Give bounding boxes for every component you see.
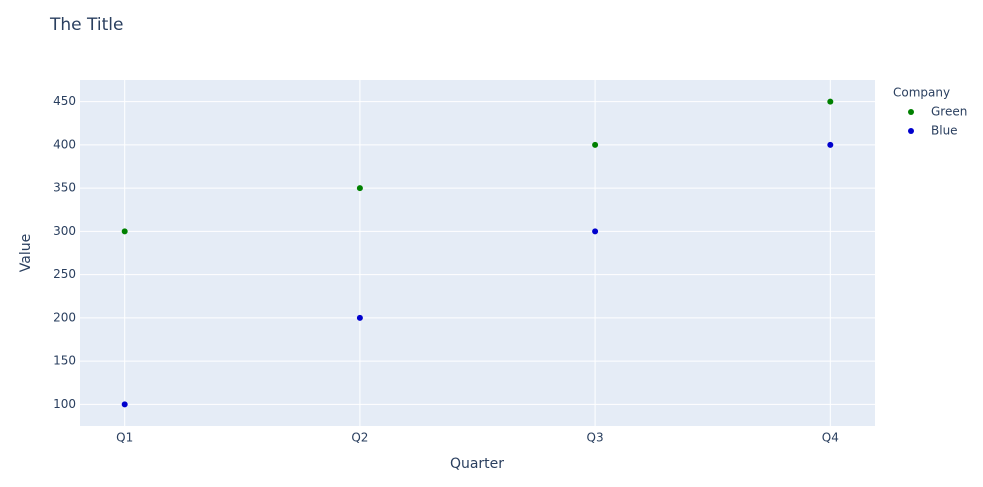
point [356, 185, 363, 192]
chart-title: The Title [49, 15, 123, 35]
x-tick-label: Q4 [822, 431, 839, 445]
y-tick-label: 200 [53, 310, 76, 324]
legend-marker [908, 128, 914, 134]
point [827, 98, 834, 105]
legend-label: Green [931, 105, 967, 119]
plot-area [80, 80, 875, 426]
point [121, 228, 128, 235]
legend-marker [908, 109, 914, 115]
y-tick-label: 400 [53, 137, 76, 151]
x-axis-title: Quarter [450, 456, 504, 472]
point [592, 141, 599, 148]
y-tick-label: 350 [53, 181, 76, 195]
legend-label: Blue [931, 124, 958, 138]
x-tick-label: Q2 [351, 431, 368, 445]
point [356, 314, 363, 321]
y-tick-label: 250 [53, 267, 76, 281]
point [827, 141, 834, 148]
x-tick-label: Q3 [587, 431, 604, 445]
point [121, 401, 128, 408]
y-axis-title: Value [18, 234, 34, 272]
y-tick-label: 300 [53, 224, 76, 238]
point [592, 228, 599, 235]
x-tick-label: Q1 [116, 431, 133, 445]
y-tick-label: 100 [53, 397, 76, 411]
y-tick-label: 450 [53, 94, 76, 108]
legend-title: Company [893, 86, 950, 100]
y-tick-label: 150 [53, 354, 76, 368]
